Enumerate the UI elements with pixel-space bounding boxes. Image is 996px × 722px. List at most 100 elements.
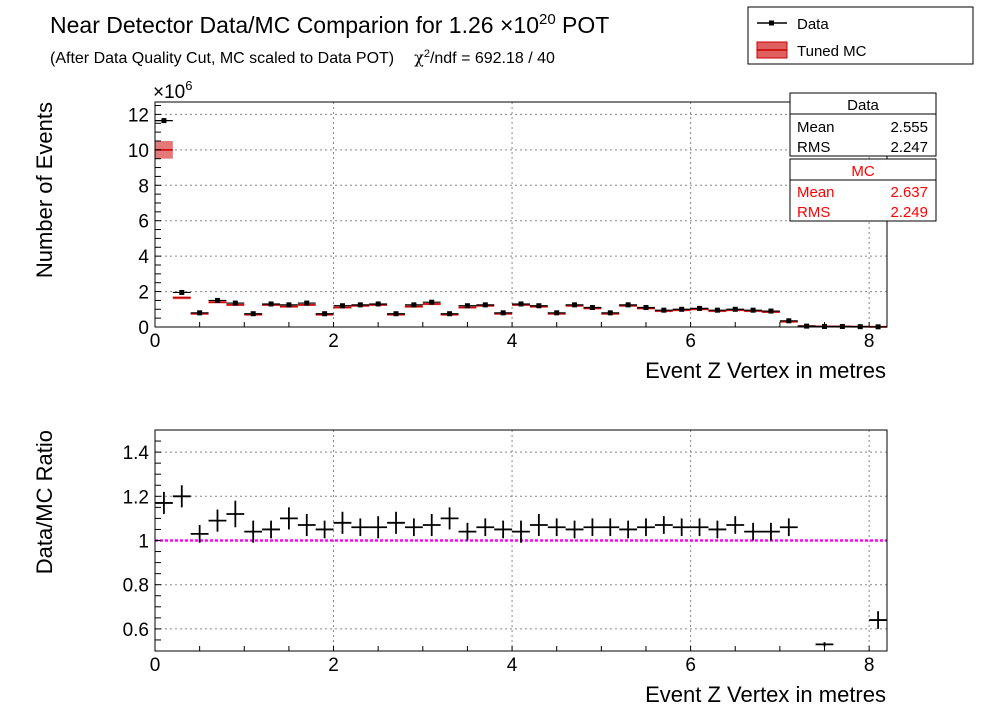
legend-data-marker: [769, 20, 774, 26]
chi2-symbol: χ: [414, 48, 424, 67]
data-point: [286, 302, 292, 308]
data-point: [786, 318, 792, 324]
data-point: [179, 289, 185, 295]
data-point: [250, 311, 256, 317]
top-x-tick-label: 4: [507, 331, 518, 352]
data-point: [214, 297, 220, 303]
data-point: [839, 323, 845, 329]
data-point: [536, 303, 542, 309]
bottom-y-tick-label: 0.6: [123, 620, 149, 641]
data-point: [697, 305, 703, 311]
stats-data-mean-value: 2.555: [890, 119, 928, 136]
data-point: [375, 301, 381, 307]
data-point: [197, 310, 203, 316]
top-y-multiplier-exp: 6: [185, 78, 192, 93]
data-point: [393, 311, 399, 317]
data-point: [554, 310, 560, 316]
bottom-x-tick-label: 0: [150, 655, 161, 676]
data-point: [518, 301, 524, 307]
top-mc-series: [155, 140, 887, 328]
data-point: [804, 323, 810, 329]
chart-title: Near Detector Data/MC Comparion for 1.26…: [50, 11, 609, 38]
title-exponent: 20: [539, 11, 556, 28]
data-point: [482, 302, 488, 308]
data-point: [607, 310, 613, 316]
top-y-multiplier-base: ×10: [153, 82, 185, 103]
data-point: [429, 299, 435, 305]
top-x-tick-label: 6: [685, 331, 696, 352]
data-point: [714, 307, 720, 313]
stats-data-title: Data: [847, 97, 879, 114]
stats-mc-rms-label: RMS: [797, 204, 830, 221]
chart-subtitle: (After Data Quality Cut, MC scaled to Da…: [50, 48, 555, 67]
data-point: [661, 307, 667, 313]
data-point: [322, 311, 328, 317]
top-x-axis-title: Event Z Vertex in metres: [645, 358, 886, 383]
data-point: [357, 302, 363, 308]
stats-mc-title: MC: [851, 163, 874, 180]
bottom-y-axis-title: Data/MC Ratio: [32, 430, 57, 574]
top-ticks: 0 2 4 6 8 0 2 4 6 8 10 12: [128, 105, 875, 352]
top-x-tick-label: 2: [328, 331, 339, 352]
bottom-plot: 0 2 4 6 8 0.6 0.8 1 1.2 1.4 Event Z Vertex in met…: [32, 429, 888, 707]
legend: Data Tuned MC: [747, 6, 974, 65]
stats-mc-box: MC Mean 2.637 RMS 2.249: [789, 158, 937, 222]
bottom-y-tick-label: 1.2: [123, 487, 149, 508]
title-times: ×10: [500, 12, 539, 38]
top-y-axis-title: Number of Events: [32, 102, 57, 278]
chi2-value: /ndf = 692.18 / 40: [430, 50, 555, 67]
data-point: [464, 303, 470, 309]
top-y-tick-label: 4: [138, 247, 149, 268]
top-y-tick-label: 12: [128, 105, 149, 126]
bottom-x-tick-label: 4: [507, 655, 518, 676]
data-point: [161, 118, 167, 124]
legend-mc-label: Tuned MC: [797, 43, 867, 60]
title-pot: POT: [556, 12, 610, 38]
bottom-x-axis-title: Event Z Vertex in metres: [645, 682, 886, 707]
data-point: [679, 306, 685, 312]
top-y-tick-label: 10: [128, 141, 149, 162]
data-point: [339, 303, 345, 309]
stats-data-box: Data Mean 2.555 RMS 2.247: [789, 92, 937, 157]
data-point: [572, 302, 578, 308]
top-frame: [154, 101, 888, 328]
bottom-y-tick-label: 0.8: [123, 576, 149, 597]
data-point: [625, 302, 631, 308]
data-point: [447, 311, 453, 317]
data-point: [268, 301, 274, 307]
data-point: [643, 305, 649, 311]
top-y-tick-label: 0: [138, 318, 149, 339]
bottom-ticks: 0 2 4 6 8 0.6 0.8 1 1.2 1.4: [123, 440, 875, 676]
top-y-multiplier: ×106: [153, 78, 192, 103]
title-main-text: Near Detector Data/MC Comparion for 1.26: [50, 12, 500, 38]
bottom-ratio-series: [155, 485, 887, 647]
chi2-exponent: 2: [424, 48, 430, 60]
top-x-tick-label: 8: [864, 331, 875, 352]
data-point: [232, 300, 238, 306]
stats-data-mean-label: Mean: [797, 119, 835, 136]
stats-mc-rms-value: 2.249: [890, 204, 928, 221]
bottom-x-tick-label: 8: [864, 655, 875, 676]
top-y-tick-label: 6: [138, 212, 149, 233]
data-point: [750, 307, 756, 313]
data-point: [732, 306, 738, 312]
stats-data-rms-label: RMS: [797, 139, 830, 156]
bottom-y-tick-label: 1: [138, 532, 149, 553]
data-point: [500, 310, 506, 316]
top-grid: [154, 102, 887, 328]
top-y-tick-label: 8: [138, 176, 149, 197]
top-y-tick-label: 2: [138, 283, 149, 304]
bottom-x-tick-label: 6: [685, 655, 696, 676]
subtitle-text: (After Data Quality Cut, MC scaled to Da…: [50, 50, 394, 67]
top-x-tick-label: 0: [150, 331, 161, 352]
data-point: [768, 308, 774, 314]
stats-mc-mean-label: Mean: [797, 184, 835, 201]
data-point: [589, 305, 595, 311]
stats-data-rms-value: 2.247: [890, 139, 928, 156]
bottom-x-tick-label: 2: [328, 655, 339, 676]
data-point: [411, 302, 417, 308]
legend-data-label: Data: [797, 16, 829, 33]
data-point: [304, 300, 310, 306]
